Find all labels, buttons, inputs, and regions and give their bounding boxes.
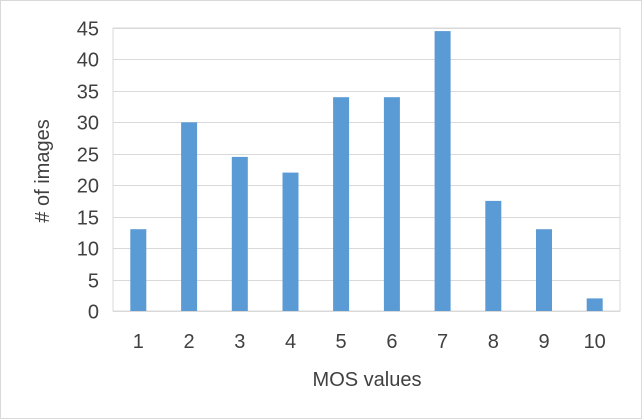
x-tick-labels: 1 2 3 4 5 6 7 8 9 10 (133, 331, 606, 353)
y-axis-title: # of images (32, 119, 54, 222)
x-tick-label: 5 (336, 331, 347, 353)
x-tick-label: 6 (386, 331, 397, 353)
bar-5 (333, 97, 350, 311)
bar-9 (536, 229, 552, 311)
bar-3 (231, 156, 248, 311)
y-tick-label: 35 (77, 82, 99, 104)
bar-6 (383, 97, 400, 311)
bar-10 (586, 298, 603, 311)
bar-1 (130, 229, 147, 311)
x-tick-label: 8 (488, 331, 499, 353)
x-tick-label: 9 (538, 331, 549, 353)
bar-7 (434, 31, 451, 311)
bar-2 (181, 122, 198, 311)
y-tick-label: 15 (77, 208, 99, 230)
y-tick-label: 20 (77, 176, 99, 198)
bars (130, 31, 603, 311)
y-tick-label: 45 (77, 19, 99, 41)
y-tick-label: 10 (77, 239, 99, 261)
y-tick-label: 5 (88, 271, 99, 293)
y-tick-labels: 0 5 10 15 20 25 30 35 40 45 (77, 19, 99, 324)
y-tick-label: 25 (77, 145, 99, 167)
bar-8 (485, 200, 502, 311)
y-tick-label: 0 (88, 302, 99, 324)
x-tick-label: 3 (234, 331, 245, 353)
x-tick-label: 7 (437, 331, 448, 353)
x-tick-label: 1 (133, 331, 144, 353)
gridlines (112, 27, 621, 312)
y-tick-label: 30 (77, 113, 99, 135)
y-tick-label: 40 (77, 50, 99, 72)
x-tick-label: 2 (184, 331, 195, 353)
x-axis-title: MOS values (313, 369, 422, 391)
bar-4 (282, 172, 299, 311)
x-tick-label: 4 (285, 331, 296, 353)
x-tick-label: 10 (584, 331, 606, 353)
